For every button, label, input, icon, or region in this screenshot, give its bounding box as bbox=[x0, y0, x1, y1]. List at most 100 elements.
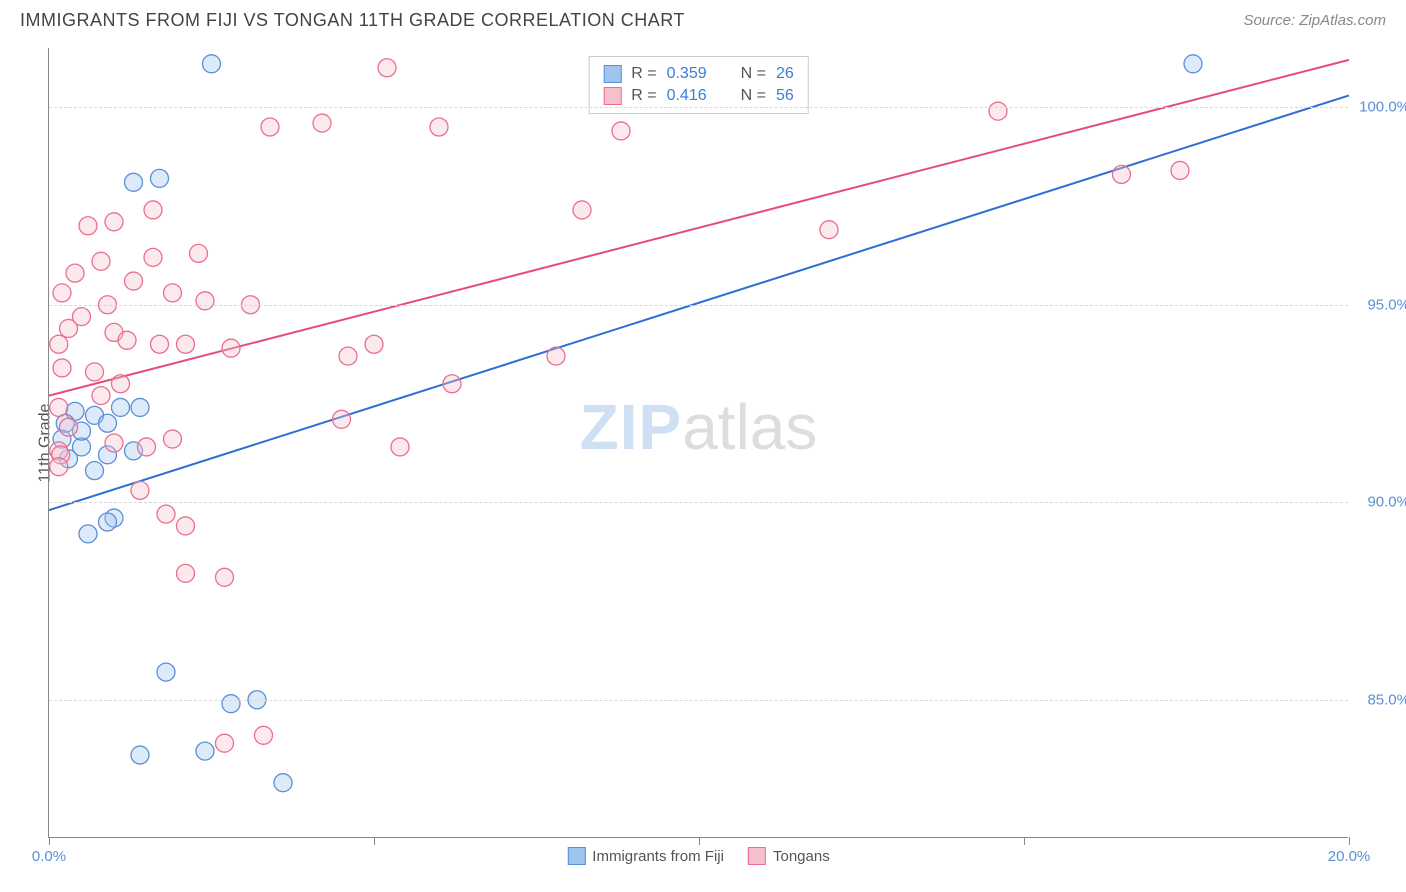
scatter-point bbox=[138, 438, 156, 456]
y-tick-label: 85.0% bbox=[1367, 691, 1406, 708]
scatter-point bbox=[1171, 161, 1189, 179]
scatter-point bbox=[99, 513, 117, 531]
legend-label: Tongans bbox=[773, 848, 830, 865]
legend-swatch bbox=[748, 847, 766, 865]
scatter-point bbox=[99, 414, 117, 432]
stats-n-label: N = bbox=[741, 65, 766, 83]
stats-r-value: 0.416 bbox=[667, 87, 707, 105]
scatter-point bbox=[53, 359, 71, 377]
scatter-point bbox=[131, 398, 149, 416]
scatter-point bbox=[612, 122, 630, 140]
scatter-point bbox=[112, 398, 130, 416]
stats-swatch bbox=[603, 87, 621, 105]
scatter-point bbox=[164, 284, 182, 302]
scatter-point bbox=[105, 213, 123, 231]
scatter-point bbox=[105, 434, 123, 452]
scatter-point bbox=[79, 525, 97, 543]
scatter-point bbox=[196, 742, 214, 760]
scatter-point bbox=[365, 335, 383, 353]
scatter-point bbox=[131, 746, 149, 764]
stats-n-value: 26 bbox=[776, 65, 794, 83]
scatter-point bbox=[222, 339, 240, 357]
scatter-point bbox=[92, 387, 110, 405]
x-tick bbox=[374, 837, 375, 845]
gridline-h bbox=[49, 107, 1348, 108]
y-tick-label: 90.0% bbox=[1367, 494, 1406, 511]
scatter-point bbox=[50, 398, 68, 416]
scatter-point bbox=[131, 481, 149, 499]
stats-row: R = 0.416 N = 56 bbox=[603, 85, 794, 107]
scatter-point bbox=[79, 217, 97, 235]
scatter-point bbox=[112, 375, 130, 393]
scatter-point bbox=[190, 244, 208, 262]
scatter-point bbox=[53, 284, 71, 302]
scatter-point bbox=[378, 59, 396, 77]
stats-swatch bbox=[603, 65, 621, 83]
scatter-point bbox=[1184, 55, 1202, 73]
legend-swatch bbox=[567, 847, 585, 865]
gridline-h bbox=[49, 502, 1348, 503]
stats-r-label: R = bbox=[631, 87, 656, 105]
x-tick bbox=[699, 837, 700, 845]
scatter-point bbox=[92, 252, 110, 270]
scatter-point bbox=[1113, 165, 1131, 183]
scatter-point bbox=[222, 695, 240, 713]
x-tick bbox=[1024, 837, 1025, 845]
scatter-point bbox=[196, 292, 214, 310]
stats-row: R =0.359N =26 bbox=[603, 63, 794, 85]
legend-label: Immigrants from Fiji bbox=[592, 848, 724, 865]
scatter-point bbox=[274, 774, 292, 792]
header: IMMIGRANTS FROM FIJI VS TONGAN 11TH GRAD… bbox=[0, 0, 1406, 36]
scatter-point bbox=[125, 272, 143, 290]
scatter-point bbox=[125, 173, 143, 191]
scatter-point bbox=[86, 363, 104, 381]
scatter-point bbox=[333, 410, 351, 428]
scatter-point bbox=[66, 264, 84, 282]
stats-n-label: N = bbox=[741, 87, 766, 105]
stats-n-value: 56 bbox=[776, 87, 794, 105]
scatter-point bbox=[313, 114, 331, 132]
scatter-point bbox=[177, 564, 195, 582]
y-tick-label: 100.0% bbox=[1359, 99, 1406, 116]
scatter-point bbox=[547, 347, 565, 365]
scatter-point bbox=[820, 221, 838, 239]
correlation-stats-box: R =0.359N =26R =0.416N =56 bbox=[588, 56, 809, 114]
scatter-point bbox=[391, 438, 409, 456]
scatter-point bbox=[339, 347, 357, 365]
chart-container: 11th Grade ZIPatlas R =0.359N =26R =0.41… bbox=[48, 48, 1388, 838]
y-tick-label: 95.0% bbox=[1367, 296, 1406, 313]
scatter-point bbox=[177, 335, 195, 353]
source-attribution: Source: ZipAtlas.com bbox=[1243, 12, 1386, 29]
legend-bottom: Immigrants from Fiji Tongans bbox=[567, 847, 829, 865]
scatter-point bbox=[261, 118, 279, 136]
scatter-point bbox=[573, 201, 591, 219]
scatter-point bbox=[144, 201, 162, 219]
scatter-point bbox=[50, 458, 68, 476]
x-tick-label: 0.0% bbox=[32, 848, 66, 865]
scatter-point bbox=[216, 734, 234, 752]
scatter-point bbox=[50, 335, 68, 353]
scatter-point bbox=[430, 118, 448, 136]
scatter-point bbox=[203, 55, 221, 73]
scatter-point bbox=[73, 308, 91, 326]
x-tick bbox=[1349, 837, 1350, 845]
scatter-point bbox=[989, 102, 1007, 120]
scatter-point bbox=[60, 418, 78, 436]
scatter-point bbox=[86, 462, 104, 480]
scatter-point bbox=[164, 430, 182, 448]
chart-title: IMMIGRANTS FROM FIJI VS TONGAN 11TH GRAD… bbox=[20, 10, 685, 31]
scatter-point bbox=[216, 568, 234, 586]
scatter-points-layer bbox=[49, 48, 1348, 837]
scatter-point bbox=[151, 169, 169, 187]
x-tick bbox=[49, 837, 50, 845]
scatter-point bbox=[255, 726, 273, 744]
scatter-point bbox=[144, 248, 162, 266]
gridline-h bbox=[49, 305, 1348, 306]
scatter-point bbox=[157, 663, 175, 681]
stats-r-label: R = bbox=[631, 65, 656, 83]
legend-item: Immigrants from Fiji bbox=[567, 847, 724, 865]
gridline-h bbox=[49, 700, 1348, 701]
scatter-point bbox=[118, 331, 136, 349]
legend-item: Tongans bbox=[748, 847, 830, 865]
scatter-point bbox=[177, 517, 195, 535]
